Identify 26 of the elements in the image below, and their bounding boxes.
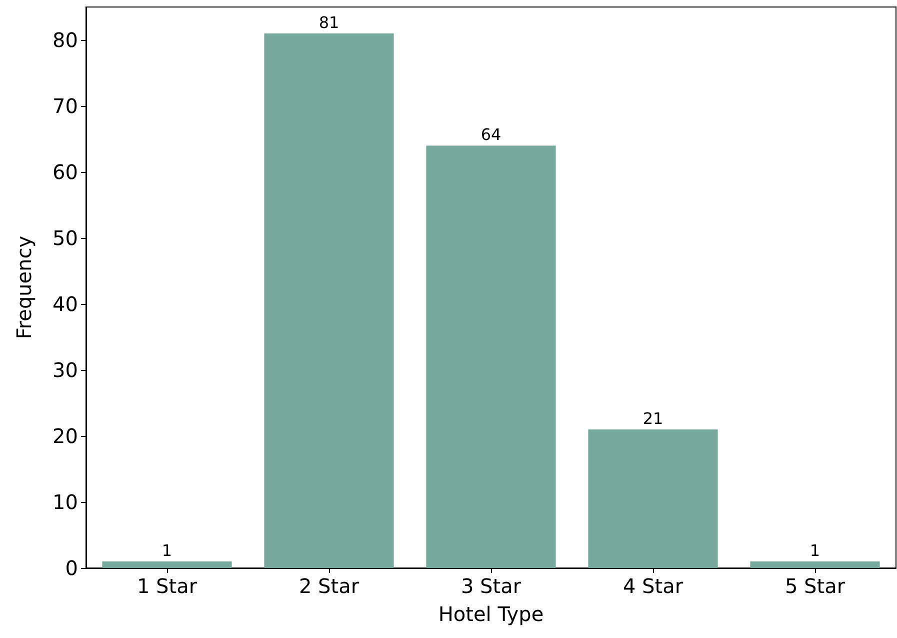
x-tick-label: 4 Star [622, 574, 684, 598]
y-tick-label: 30 [52, 358, 78, 382]
y-axis-title: Frequency [12, 236, 36, 340]
y-tick-label: 80 [52, 28, 78, 52]
data-label: 81 [318, 12, 340, 32]
y-tick-label: 40 [52, 292, 78, 316]
y-tick-label: 0 [65, 556, 78, 580]
y-tick-label: 20 [52, 424, 78, 448]
x-tick-label: 5 Star [784, 574, 846, 598]
data-label: 64 [480, 125, 502, 144]
y-tick-label: 60 [52, 160, 78, 184]
x-tick-label: 1 Star [136, 574, 198, 598]
x-tick-label: 2 Star [298, 574, 360, 598]
x-axis-title: Hotel Type [438, 602, 544, 626]
bar [750, 561, 880, 568]
data-label: 1 [810, 540, 820, 560]
bar [264, 33, 394, 568]
y-tick-label: 10 [52, 490, 78, 514]
data-label: 1 [162, 540, 172, 560]
y-tick-label: 70 [52, 94, 78, 118]
x-tick-label: 3 Star [460, 574, 522, 598]
bar [102, 561, 232, 568]
y-tick-label: 50 [52, 226, 78, 250]
bar [588, 429, 718, 568]
data-label: 21 [642, 408, 664, 428]
bar [426, 146, 556, 568]
